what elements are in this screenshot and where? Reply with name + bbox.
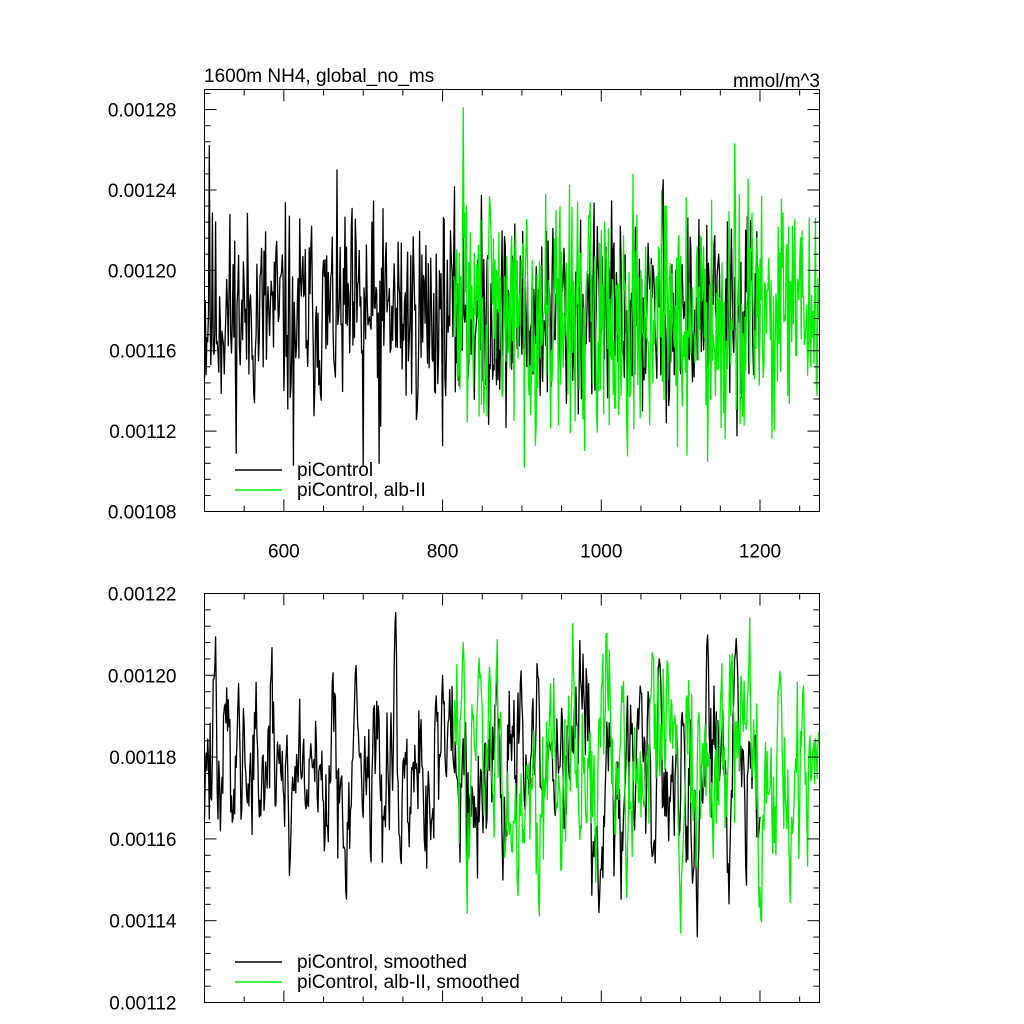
top-x-tick-label: 800 (427, 542, 459, 563)
bottom-y-tick-label: 0.00118 (109, 748, 176, 769)
bottom-series-line-0 (203, 611, 761, 938)
top-panel-title: 1600m NH4, global_no_ms (204, 66, 434, 87)
bottom-panel-legend: piControl, smoothed piControl, alb-II, s… (235, 952, 520, 993)
bottom-panel-ticks: 0.00112 0.00114 0.00116 0.00118 0.00120 0.001… (108, 585, 820, 1015)
top-y-tick-label: 0.00108 (108, 503, 177, 524)
top-panel-series-group (203, 106, 821, 468)
top-x-tick-label: 1000 (580, 542, 622, 563)
bottom-y-tick-label: 0.00112 (109, 994, 176, 1015)
top-panel: 1600m NH4, global_no_ms mmol/m^3 600 800 1… (108, 66, 821, 563)
bottom-panel: 0.00112 0.00114 0.00116 0.00118 0.00120 0.001… (108, 585, 821, 1015)
top-panel-units: mmol/m^3 (733, 71, 820, 92)
bottom-y-tick-label: 0.00122 (108, 585, 177, 606)
legend-label-alb-ii: piControl, alb-II (297, 480, 426, 501)
legend-label-alb-ii-smoothed: piControl, alb-II, smoothed (297, 972, 520, 993)
top-x-tick-label: 1200 (739, 542, 781, 563)
legend-label-picontrol: piControl (297, 460, 373, 481)
top-series-line-1 (453, 106, 821, 468)
top-y-tick-label: 0.00128 (108, 101, 177, 122)
top-y-tick-label: 0.00120 (108, 261, 177, 282)
bottom-panel-plot-frame (204, 593, 820, 1003)
bottom-panel-series-group (203, 611, 821, 938)
top-panel-legend: piControl piControl, alb-II (235, 460, 426, 501)
top-y-tick-label: 0.00112 (109, 422, 176, 443)
bottom-series-line-1 (453, 617, 821, 934)
legend-label-picontrol-smoothed: piControl, smoothed (297, 952, 467, 973)
top-y-tick-label: 0.00116 (109, 342, 176, 363)
bottom-y-tick-label: 0.00120 (108, 666, 177, 687)
bottom-y-tick-label: 0.00116 (109, 830, 176, 851)
top-x-tick-label: 600 (268, 542, 300, 563)
bottom-y-tick-label: 0.00114 (109, 912, 177, 933)
top-panel-ticks: 600 800 1000 1200 0.00108 0.00112 0.00116 0.001… (108, 89, 820, 563)
top-y-tick-label: 0.00124 (108, 181, 177, 202)
top-panel-plot-frame (204, 89, 820, 512)
